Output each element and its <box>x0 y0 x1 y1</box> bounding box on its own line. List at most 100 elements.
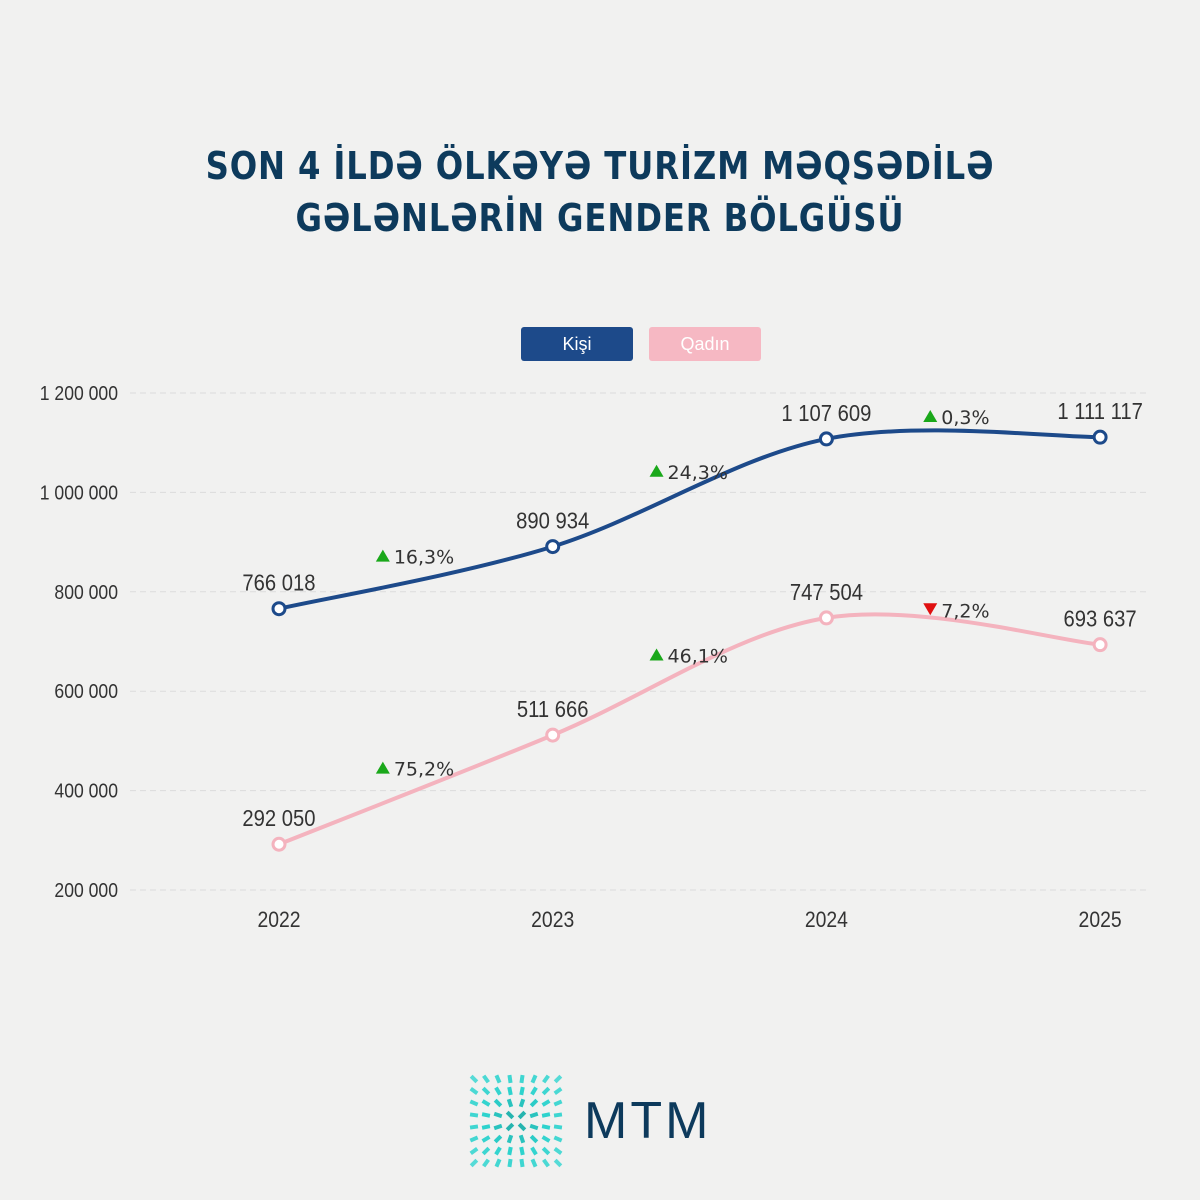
x-tick-label: 2025 <box>1079 908 1122 932</box>
data-label: 766 018 <box>242 569 315 596</box>
logo-mark <box>542 1074 550 1084</box>
logo-mark <box>469 1099 479 1107</box>
logo-mark <box>469 1087 479 1095</box>
series-line-kisi <box>278 428 1101 611</box>
data-label: 1 107 609 <box>781 400 871 427</box>
logo-mark <box>530 1158 538 1168</box>
logo-mark <box>494 1074 502 1084</box>
title-line-2: GƏLƏNLƏRİN GENDER BÖLGÜSÜ <box>295 196 905 240</box>
logo-mark <box>553 1135 563 1143</box>
logo-mark <box>494 1146 502 1156</box>
triangle-up-icon <box>649 648 664 661</box>
x-tick-label: 2023 <box>531 908 574 932</box>
data-point <box>545 539 561 555</box>
chart-title: SON 4 İLDƏ ÖLKƏYƏ TURİZM MƏQSƏDİLƏ GƏLƏN… <box>90 140 1110 244</box>
legend-kisi: Kişi <box>521 327 633 361</box>
change-label: 46,1% <box>668 645 728 667</box>
data-point <box>818 610 834 626</box>
logo-mark <box>519 1074 525 1084</box>
logo-mark <box>529 1123 539 1131</box>
y-tick-label: 1 200 000 <box>40 382 118 404</box>
x-tick-label: 2024 <box>805 908 848 932</box>
logo-mark <box>541 1086 551 1096</box>
logo-mark <box>517 1122 527 1132</box>
data-point <box>1092 429 1108 445</box>
data-point <box>1092 637 1108 653</box>
mtm-logo: MTM <box>468 1073 711 1169</box>
logo-mark <box>541 1099 551 1107</box>
logo-mark <box>469 1147 479 1155</box>
triangle-up-icon <box>375 549 390 562</box>
logo-mark <box>519 1146 525 1156</box>
logo-mark <box>553 1147 563 1155</box>
data-label: 511 666 <box>517 696 589 723</box>
logo-mark <box>541 1112 551 1118</box>
data-point <box>271 836 287 852</box>
logo-mark <box>553 1099 563 1107</box>
series-line-qadin <box>278 612 1101 847</box>
logo-mark <box>553 1158 563 1168</box>
logo-mark <box>481 1146 491 1156</box>
change-label: 24,3% <box>668 462 728 484</box>
logo-mark <box>469 1135 479 1143</box>
logo-mark <box>529 1111 539 1119</box>
logo-mark <box>469 1074 479 1084</box>
logo-mark <box>506 1098 514 1108</box>
logo-mark <box>493 1098 503 1108</box>
logo-mark <box>553 1112 563 1118</box>
title-line-1: SON 4 İLDƏ ÖLKƏYƏ TURİZM MƏQSƏDİLƏ <box>205 144 995 188</box>
logo-mark <box>541 1124 551 1130</box>
data-label: 1 111 117 <box>1057 398 1143 425</box>
logo-text: MTM <box>584 1092 712 1150</box>
x-tick-label: 2022 <box>257 908 300 932</box>
data-label: 890 934 <box>516 507 589 534</box>
logo-mark <box>493 1123 503 1131</box>
logo-mark <box>530 1074 538 1084</box>
logo-mark <box>530 1146 538 1156</box>
logo-mark <box>481 1099 491 1107</box>
logo-mark <box>542 1158 550 1168</box>
data-label: 292 050 <box>242 805 315 832</box>
logo-mark <box>517 1110 527 1120</box>
triangle-up-icon <box>923 410 938 423</box>
y-tick-label: 200 000 <box>54 879 118 901</box>
logo-mark <box>505 1122 515 1132</box>
data-point <box>818 431 834 447</box>
logo-mark <box>493 1134 503 1144</box>
y-tick-label: 1 000 000 <box>40 481 118 503</box>
logo-mark <box>469 1158 479 1168</box>
data-point <box>545 727 561 743</box>
logo-mark <box>469 1112 479 1118</box>
data-label: 747 504 <box>790 579 863 606</box>
logo-mark <box>469 1124 479 1130</box>
y-tick-label: 400 000 <box>54 780 118 802</box>
logo-mark <box>505 1110 515 1120</box>
logo-mark <box>482 1158 490 1168</box>
legend-qadin: Qadın <box>649 327 761 361</box>
logo-mark <box>507 1158 513 1168</box>
logo-mark <box>481 1086 491 1096</box>
logo-mark <box>541 1135 551 1143</box>
logo-mark <box>553 1087 563 1095</box>
logo-mark <box>481 1112 491 1118</box>
logo-mark <box>507 1146 513 1156</box>
logo-mark <box>507 1074 513 1084</box>
change-label: 75,2% <box>394 759 454 781</box>
logo-mark <box>519 1158 525 1168</box>
logo-mark <box>529 1098 539 1108</box>
data-label: 693 637 <box>1064 605 1137 632</box>
y-tick-label: 600 000 <box>54 680 118 702</box>
logo-mark <box>494 1158 502 1168</box>
logo-mark <box>529 1134 539 1144</box>
logo-mark <box>553 1074 563 1084</box>
logo-mark <box>519 1086 525 1096</box>
logo-mark <box>518 1134 526 1144</box>
logo-mark <box>506 1134 514 1144</box>
logo-mark <box>541 1146 551 1156</box>
logo-mark <box>507 1086 513 1096</box>
logo-mark <box>493 1111 503 1119</box>
data-point <box>271 601 287 617</box>
logo-mark <box>553 1124 563 1130</box>
logo-mark <box>494 1086 502 1096</box>
